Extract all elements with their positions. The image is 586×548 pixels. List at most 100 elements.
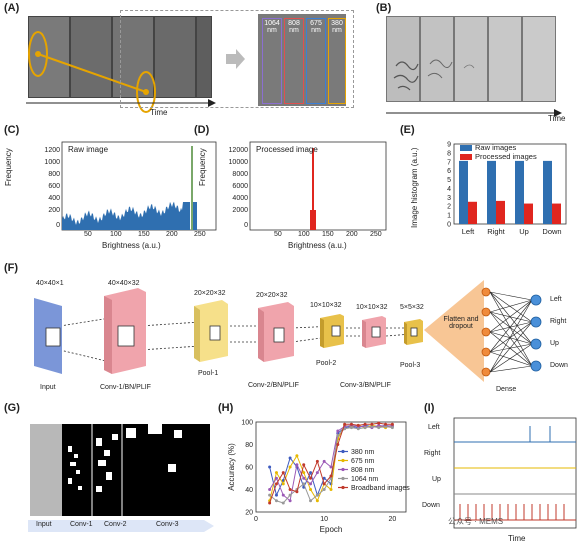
h-xlabel: Epoch	[320, 525, 343, 534]
spike-raster	[453, 417, 577, 529]
h-point	[309, 482, 313, 486]
h-ytick: 100	[241, 420, 253, 427]
panel-label-i: (I)	[424, 402, 435, 414]
h-legend-marker	[341, 467, 345, 472]
e-ytick: 0	[447, 222, 451, 229]
processed-histogram	[249, 141, 387, 231]
i-axes	[453, 417, 577, 529]
c-xtick-250: 250	[194, 231, 206, 238]
h-ytick: 60	[245, 465, 253, 472]
c-xlabel: Brightness (a.u.)	[102, 241, 161, 250]
h-point	[322, 482, 326, 486]
h-point	[322, 459, 326, 463]
c-ytick-600: 600	[48, 183, 60, 190]
e-xtick: Left	[462, 227, 475, 236]
raw-histogram	[61, 141, 217, 231]
e-legend-label: Processed images	[475, 152, 537, 161]
h-xtick: 0	[254, 516, 258, 523]
layer-name-conv1: Conv-1/BN/PLIF	[100, 384, 151, 391]
e-bar-right-1	[496, 200, 505, 224]
h-point	[281, 471, 285, 475]
h-point	[288, 465, 292, 469]
h-point	[281, 482, 285, 486]
h-point	[377, 423, 381, 427]
e-axes	[453, 143, 567, 225]
h-point	[268, 465, 272, 469]
dense-label: Dense	[496, 386, 517, 393]
e-ytick: 9	[447, 142, 451, 149]
band-label-1064: 1064 nm	[264, 20, 280, 34]
h-point	[336, 443, 340, 446]
output-up: Up	[550, 340, 559, 347]
h-ytick: 80	[245, 442, 253, 449]
d-ytick-12000: 12000	[228, 147, 248, 154]
h-point	[315, 493, 319, 497]
h-point	[302, 463, 306, 467]
h-point	[274, 482, 278, 486]
i-row-up: Up	[432, 476, 441, 483]
feature-map-input	[30, 424, 62, 516]
c-ytick-1200: 1200	[44, 147, 60, 154]
h-point	[356, 423, 360, 427]
flatten-label: Flatten and dropout	[443, 316, 479, 330]
zoom-box	[120, 10, 354, 108]
i-row-left: Left	[428, 424, 440, 431]
h-point	[274, 499, 278, 503]
layer-dims-conv2: 20×20×32	[256, 292, 288, 299]
h-legend-label: 1064 nm	[351, 476, 378, 483]
output-left: Left	[550, 296, 562, 303]
d-ylabel: Frequency	[198, 148, 207, 186]
layer-dims-input: 40×40×1	[36, 280, 64, 287]
g-label-input: Input	[36, 521, 52, 528]
c-xtick-100: 100	[110, 231, 122, 238]
d-xlabel: Brightness (a.u.)	[288, 241, 347, 250]
h-point	[363, 426, 367, 430]
h-point	[349, 426, 353, 430]
d-xtick-100: 100	[298, 231, 310, 238]
snn-architecture	[34, 280, 542, 382]
panel-label-b: (B)	[376, 2, 392, 14]
panel-label-c: (C)	[4, 124, 20, 136]
c-ylabel: Frequency	[4, 148, 13, 186]
h-point	[302, 471, 306, 475]
h-legend-marker	[341, 458, 345, 463]
layer-name-pool2: Pool-2	[316, 360, 337, 367]
right-arrow-icon	[226, 49, 245, 69]
panel-label-e: (E)	[400, 124, 415, 136]
h-legend-label: 808 nm	[351, 467, 375, 474]
c-ytick-0: 0	[56, 222, 60, 229]
band-label-808: 808 nm	[288, 20, 300, 34]
raw-hist-tail	[193, 202, 197, 230]
g-label-conv2: Conv-2	[104, 521, 127, 528]
feature-maps	[62, 424, 210, 516]
time-arrow-b	[386, 109, 562, 117]
c-ytick-1000: 1000	[44, 159, 60, 166]
time-label-b: Time	[548, 114, 566, 123]
h-point	[295, 454, 299, 458]
h-point	[329, 488, 333, 491]
e-bar-up-1	[524, 203, 533, 224]
e-bar-left-1	[468, 201, 477, 224]
layer-dims-conv3: 10×10×32	[356, 304, 388, 311]
h-legend-marker	[341, 476, 345, 481]
h-point	[390, 422, 394, 426]
e-xtick: Right	[487, 227, 505, 236]
c-xtick-50: 50	[84, 231, 92, 238]
band-label-380: 380 nm	[331, 20, 343, 34]
h-point	[349, 422, 353, 426]
i-row-right: Right	[424, 450, 441, 457]
g-label-conv1: Conv-1	[70, 521, 93, 528]
c-ytick-400: 400	[48, 195, 60, 202]
i-xlabel: Time	[508, 534, 526, 543]
h-point	[384, 422, 388, 426]
h-point	[302, 482, 306, 486]
event-traces	[393, 59, 475, 91]
h-point	[315, 471, 319, 475]
layer-dims-conv1: 40×40×32	[108, 280, 140, 287]
h-point	[370, 425, 374, 428]
h-ytick: 20	[245, 510, 253, 517]
e-legend-label: Raw images	[475, 143, 517, 152]
h-xtick: 20	[388, 516, 396, 523]
panel-label-f: (F)	[4, 262, 19, 274]
h-point	[288, 499, 292, 503]
